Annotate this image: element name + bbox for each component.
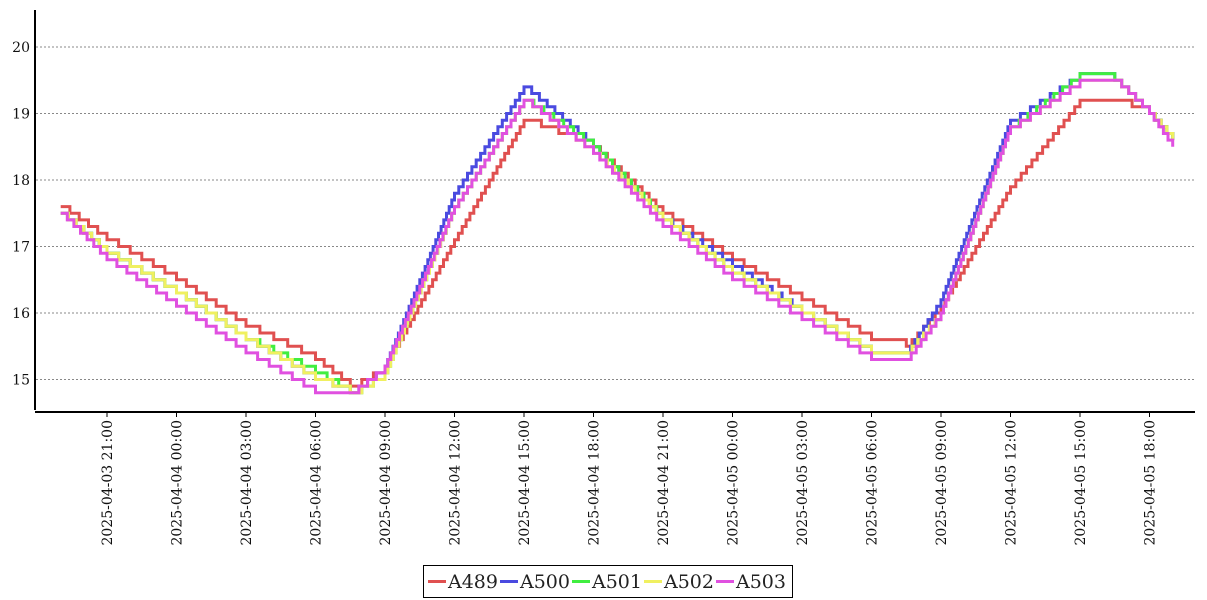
legend-item-a503: A503 [716,571,786,593]
legend-swatch [428,580,446,583]
x-tick-label: 2025-04-05 00:00 [726,420,742,546]
x-tick-label: 2025-04-04 09:00 [378,420,394,546]
grid-lines [36,46,1195,380]
y-tick-label: 18 [12,173,30,189]
x-tick-label: 2025-04-05 15:00 [1073,420,1089,546]
legend-item-a500: A500 [500,571,570,593]
series-line-a503 [60,78,1175,395]
x-tick-label: 2025-04-04 18:00 [587,420,603,546]
series-line-a502 [60,78,1175,395]
axes [34,10,1195,413]
series-line-a500 [60,72,1175,395]
x-tick-label: 2025-04-05 18:00 [1143,420,1159,546]
legend-item-a501: A501 [572,571,642,593]
legend-label: A503 [736,570,786,593]
legend-label: A501 [592,570,642,593]
x-tick-label: 2025-04-04 03:00 [239,420,255,546]
y-tick-label: 15 [12,373,30,389]
x-tick-label: 2025-04-05 06:00 [865,420,881,546]
legend-swatch [716,580,734,583]
legend-swatch [500,580,518,583]
legend-swatch [572,580,590,583]
series-layer [60,72,1175,395]
x-tick-label: 2025-04-04 21:00 [656,420,672,546]
legend-label: A489 [448,570,498,593]
y-tick-label: 20 [12,40,30,56]
legend-swatch [644,580,662,583]
y-tick-label: 17 [12,240,30,256]
y-tick-label: 16 [12,306,30,322]
x-tick-label: 2025-04-04 06:00 [309,420,325,546]
y-tick-label: 19 [12,107,30,123]
y-tick-labels: 15 16 17 18 19 20 [12,40,30,389]
x-tick-label: 2025-04-05 12:00 [1004,420,1020,546]
x-tick-label: 2025-04-04 15:00 [517,420,533,546]
x-tick-label: 2025-04-03 21:00 [100,420,116,546]
x-tick-labels: 2025-04-03 21:00 2025-04-04 00:00 2025-04-… [100,412,1159,546]
legend: A489 A500 A501 A502 A503 [423,565,793,598]
x-tick-label: 2025-04-05 09:00 [934,420,950,546]
legend-label: A500 [520,570,570,593]
legend-label: A502 [664,570,714,593]
x-tick-label: 2025-04-05 03:00 [795,420,811,546]
series-line-a501 [60,72,1175,395]
legend-item-a489: A489 [428,571,498,593]
x-tick-label: 2025-04-04 12:00 [448,420,464,546]
x-tick-label: 2025-04-04 00:00 [170,420,186,546]
legend-item-a502: A502 [644,571,714,593]
